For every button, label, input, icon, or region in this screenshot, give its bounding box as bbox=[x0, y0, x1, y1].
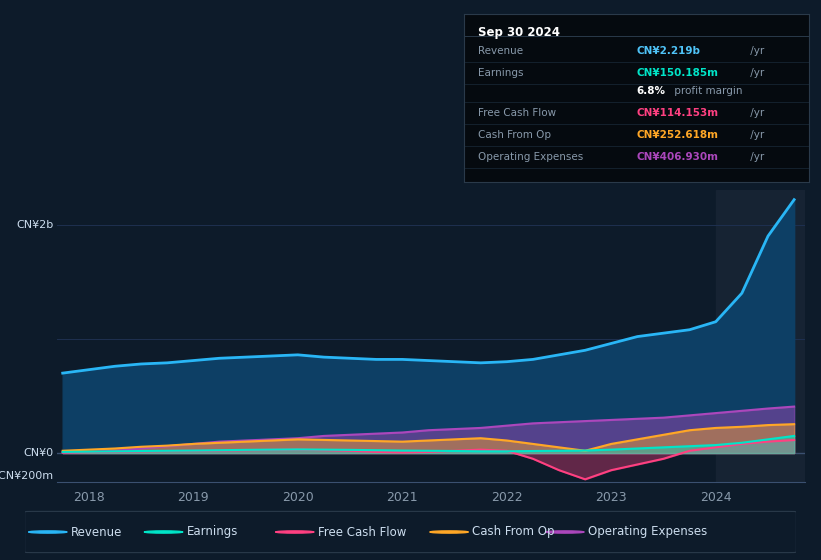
Text: CN¥252.618m: CN¥252.618m bbox=[636, 130, 718, 140]
Text: Cash From Op: Cash From Op bbox=[478, 130, 551, 140]
Text: Cash From Op: Cash From Op bbox=[472, 525, 555, 539]
Circle shape bbox=[144, 531, 183, 533]
Text: CN¥2.219b: CN¥2.219b bbox=[636, 46, 700, 56]
Bar bbox=[716, 190, 805, 482]
Text: Earnings: Earnings bbox=[478, 68, 523, 78]
Text: Free Cash Flow: Free Cash Flow bbox=[478, 108, 556, 118]
Text: CN¥406.930m: CN¥406.930m bbox=[636, 152, 718, 162]
Text: Operating Expenses: Operating Expenses bbox=[588, 525, 707, 539]
Text: CN¥0: CN¥0 bbox=[24, 448, 53, 458]
Text: CN¥150.185m: CN¥150.185m bbox=[636, 68, 718, 78]
Text: /yr: /yr bbox=[746, 46, 764, 56]
Text: /yr: /yr bbox=[746, 130, 764, 140]
Text: -CN¥200m: -CN¥200m bbox=[0, 471, 53, 481]
Text: /yr: /yr bbox=[746, 152, 764, 162]
Circle shape bbox=[546, 531, 585, 533]
Circle shape bbox=[276, 531, 314, 533]
Text: Free Cash Flow: Free Cash Flow bbox=[318, 525, 406, 539]
Text: 6.8%: 6.8% bbox=[636, 86, 665, 96]
Circle shape bbox=[29, 531, 67, 533]
Text: Revenue: Revenue bbox=[71, 525, 122, 539]
Text: profit margin: profit margin bbox=[671, 86, 742, 96]
Text: Operating Expenses: Operating Expenses bbox=[478, 152, 583, 162]
Text: /yr: /yr bbox=[746, 68, 764, 78]
Text: CN¥114.153m: CN¥114.153m bbox=[636, 108, 718, 118]
Text: /yr: /yr bbox=[746, 108, 764, 118]
Circle shape bbox=[430, 531, 469, 533]
Text: Revenue: Revenue bbox=[478, 46, 523, 56]
Text: CN¥2b: CN¥2b bbox=[16, 220, 53, 230]
Text: Sep 30 2024: Sep 30 2024 bbox=[478, 26, 560, 39]
Text: Earnings: Earnings bbox=[186, 525, 238, 539]
